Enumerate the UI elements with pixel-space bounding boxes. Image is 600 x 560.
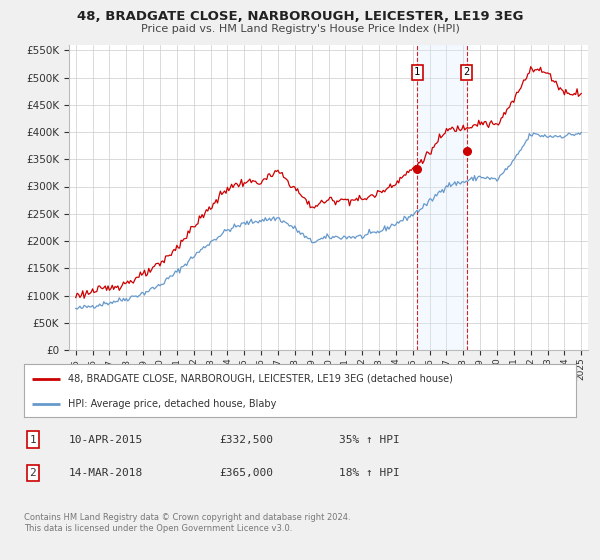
Text: £332,500: £332,500 (219, 435, 273, 445)
Text: 48, BRADGATE CLOSE, NARBOROUGH, LEICESTER, LE19 3EG (detached house): 48, BRADGATE CLOSE, NARBOROUGH, LEICESTE… (68, 374, 453, 384)
Text: 2: 2 (29, 468, 37, 478)
Text: This data is licensed under the Open Government Licence v3.0.: This data is licensed under the Open Gov… (24, 524, 292, 533)
Text: 35% ↑ HPI: 35% ↑ HPI (339, 435, 400, 445)
Text: 2: 2 (463, 67, 470, 77)
Text: Contains HM Land Registry data © Crown copyright and database right 2024.: Contains HM Land Registry data © Crown c… (24, 513, 350, 522)
Text: 14-MAR-2018: 14-MAR-2018 (69, 468, 143, 478)
Text: 1: 1 (29, 435, 37, 445)
Bar (418, 45, 467, 350)
Text: £365,000: £365,000 (219, 468, 273, 478)
Text: 48, BRADGATE CLOSE, NARBOROUGH, LEICESTER, LE19 3EG: 48, BRADGATE CLOSE, NARBOROUGH, LEICESTE… (77, 10, 523, 23)
Text: 1: 1 (414, 67, 421, 77)
Text: 18% ↑ HPI: 18% ↑ HPI (339, 468, 400, 478)
Text: 10-APR-2015: 10-APR-2015 (69, 435, 143, 445)
Text: Price paid vs. HM Land Registry's House Price Index (HPI): Price paid vs. HM Land Registry's House … (140, 24, 460, 34)
Text: HPI: Average price, detached house, Blaby: HPI: Average price, detached house, Blab… (68, 399, 277, 409)
